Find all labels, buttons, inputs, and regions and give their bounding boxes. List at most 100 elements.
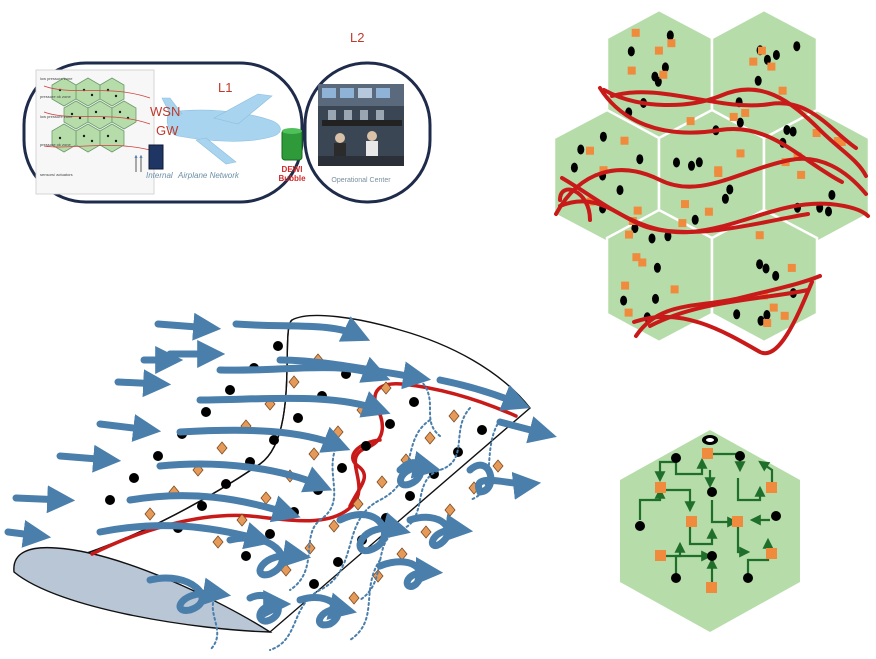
- sensor-node: [772, 270, 780, 281]
- airflow-arrow: [196, 391, 391, 418]
- actuator-node: [793, 152, 802, 161]
- actuator-node: [620, 136, 629, 145]
- dewi-label: DEWI: [282, 165, 303, 174]
- sensor-node: [652, 293, 659, 304]
- actuator-node: [599, 166, 608, 175]
- actuator-node: [741, 108, 750, 117]
- actuator-node: [670, 285, 679, 294]
- actuator-node: [586, 146, 594, 155]
- wing-sensor-node: [409, 397, 419, 407]
- wing-sensor-node: [361, 441, 371, 451]
- airflow-arrow: [146, 574, 232, 614]
- wing-actuator-node: [308, 447, 320, 461]
- wing-sensor-node: [337, 463, 347, 473]
- wing-airflow: [4, 312, 557, 651]
- actuator-node: [627, 66, 636, 75]
- sensor-node: [599, 131, 607, 142]
- wing-sensor-node: [269, 435, 279, 445]
- operational-center-photo: [318, 84, 404, 166]
- route-line: [558, 187, 592, 222]
- wing-actuator-node: [396, 547, 408, 561]
- airflow-arrow: [466, 461, 542, 500]
- actuator-node: [787, 263, 796, 272]
- wing-sensor-node: [153, 451, 163, 461]
- actuator-node: [763, 319, 772, 327]
- wing-actuator-node: [348, 591, 360, 605]
- airflow-arrow: [496, 416, 557, 444]
- sensor-node: [651, 71, 659, 82]
- dewi-bubble-icon: [281, 128, 303, 161]
- sensor-node: [570, 162, 578, 173]
- wing-sensor-node: [225, 385, 235, 395]
- wing-actuator-node: [376, 475, 388, 489]
- wing-sensor-node: [293, 413, 303, 423]
- wing-sensor-node: [309, 579, 319, 589]
- airplane-icon: [161, 93, 281, 165]
- airflow-arrow: [232, 316, 371, 342]
- sensor-node: [664, 231, 672, 242]
- airflow-arrow: [396, 450, 441, 489]
- airflow-arrow: [176, 426, 351, 453]
- sensor-node: [577, 144, 585, 155]
- hex-cell-single: [620, 430, 800, 632]
- wing-sensor-node: [201, 407, 211, 417]
- sensor-node: [754, 75, 762, 86]
- wing-actuator-node: [448, 409, 460, 423]
- actuator-node: [755, 231, 764, 240]
- actuator-node: [625, 230, 633, 239]
- sensor-node: [653, 262, 661, 273]
- airflow-arrow: [154, 312, 222, 341]
- sensor-node: [627, 46, 635, 57]
- actuator-node: [749, 57, 758, 66]
- airflow-arrow: [12, 485, 76, 514]
- actuator-node: [757, 46, 766, 55]
- sensor-node: [648, 233, 656, 244]
- airflow-arrow: [296, 592, 357, 629]
- wing-actuator-node: [288, 375, 300, 389]
- wing-actuator-node: [352, 497, 364, 511]
- actuator-node: [797, 170, 806, 179]
- zone-label-2: pressure ok zone: [40, 94, 71, 99]
- sensor-node: [828, 190, 836, 200]
- sensor-node: [733, 309, 741, 320]
- wing-actuator-node: [492, 459, 504, 473]
- airflow-arrow: [156, 460, 333, 493]
- airflow-arrow: [96, 414, 162, 442]
- bubble-label: Bubble: [278, 174, 306, 183]
- actuator-node: [654, 46, 663, 55]
- sensor-node: [673, 157, 680, 168]
- airflow-arrow: [56, 444, 122, 473]
- actuator-node: [621, 281, 630, 290]
- sensor-node: [763, 310, 771, 320]
- wing-sensor-node: [105, 495, 115, 505]
- sensor-node: [763, 54, 771, 65]
- actuator-node: [659, 70, 668, 79]
- hex-cluster-routes: [552, 8, 871, 356]
- route-line: [602, 87, 868, 178]
- actuator-node: [767, 62, 776, 71]
- wing-sensor-node: [273, 341, 283, 351]
- wing-sensor-node: [477, 425, 487, 435]
- route-line: [558, 199, 810, 235]
- actuator-node: [638, 258, 647, 267]
- wing-actuator-node: [424, 431, 436, 445]
- sensor-node: [756, 259, 764, 270]
- l2-capsule: [303, 61, 432, 204]
- route-line: [554, 156, 868, 216]
- sensor-node: [762, 263, 770, 274]
- actuator-node: [704, 207, 713, 216]
- wing-sensor-node: [265, 529, 275, 539]
- airflow-arrow: [114, 369, 172, 398]
- actuator-node: [678, 219, 687, 228]
- actuator-node: [769, 303, 778, 312]
- sensor-node: [721, 193, 729, 204]
- airflow-arrow: [226, 534, 312, 579]
- route-line: [648, 288, 810, 328]
- sensor-node: [631, 223, 639, 234]
- actuator-node: [631, 28, 640, 37]
- actuator-node: [780, 311, 789, 320]
- sensor-node: [793, 41, 801, 52]
- wsn-hex-inset: low pressure zone pressure ok zone low p…: [35, 69, 155, 195]
- sensor-node: [695, 157, 703, 168]
